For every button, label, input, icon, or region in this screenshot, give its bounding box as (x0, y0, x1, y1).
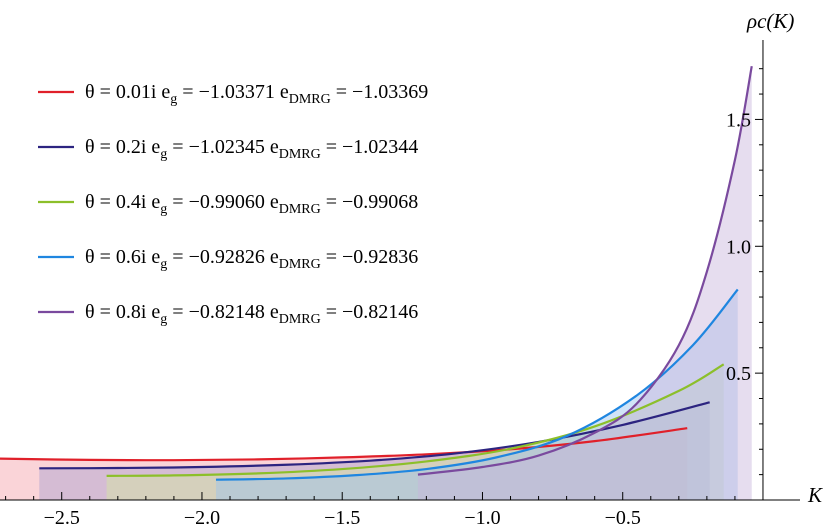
x-tick-label: −2.5 (44, 507, 80, 529)
y-tick-label: 1.0 (726, 236, 751, 258)
y-axis-label: ρc(K) (746, 9, 794, 33)
series-line-5 (417, 65, 753, 476)
series-fill-5 (417, 66, 752, 501)
x-tick-label: −0.5 (605, 507, 641, 529)
legend: θ = 0.01i eg = −1.03371 eDMRG = −1.03369… (38, 81, 428, 327)
series-fill-3 (106, 364, 724, 500)
y-tick-label: 1.5 (726, 109, 751, 131)
x-tick-label: −1.0 (464, 507, 500, 529)
legend-entry-3: θ = 0.4i eg = −0.99060 eDMRG = −0.99068 (85, 191, 418, 217)
x-tick-label: −2.0 (184, 507, 220, 529)
series-fill-4 (215, 289, 738, 500)
x-axis-label: K (807, 483, 823, 507)
x-tick-label: −1.5 (324, 507, 360, 529)
series-line-3 (106, 363, 725, 477)
legend-entry-5: θ = 0.8i eg = −0.82148 eDMRG = −0.82146 (85, 301, 418, 327)
series-line-4 (215, 288, 739, 481)
series-lines (0, 65, 753, 481)
series-fill-1 (0, 428, 688, 500)
legend-entry-4: θ = 0.6i eg = −0.92826 eDMRG = −0.92836 (85, 246, 418, 272)
legend-entry-2: θ = 0.2i eg = −1.02345 eDMRG = −1.02344 (85, 136, 418, 162)
y-tick-label: 0.5 (726, 363, 751, 385)
axes: −2.5 −2.0 −1.5 −1.0 −0.5 0.5 1.0 1.5 Kρc(K) (0, 9, 823, 529)
legend-entry-1: θ = 0.01i eg = −1.03371 eDMRG = −1.03369 (85, 81, 428, 107)
